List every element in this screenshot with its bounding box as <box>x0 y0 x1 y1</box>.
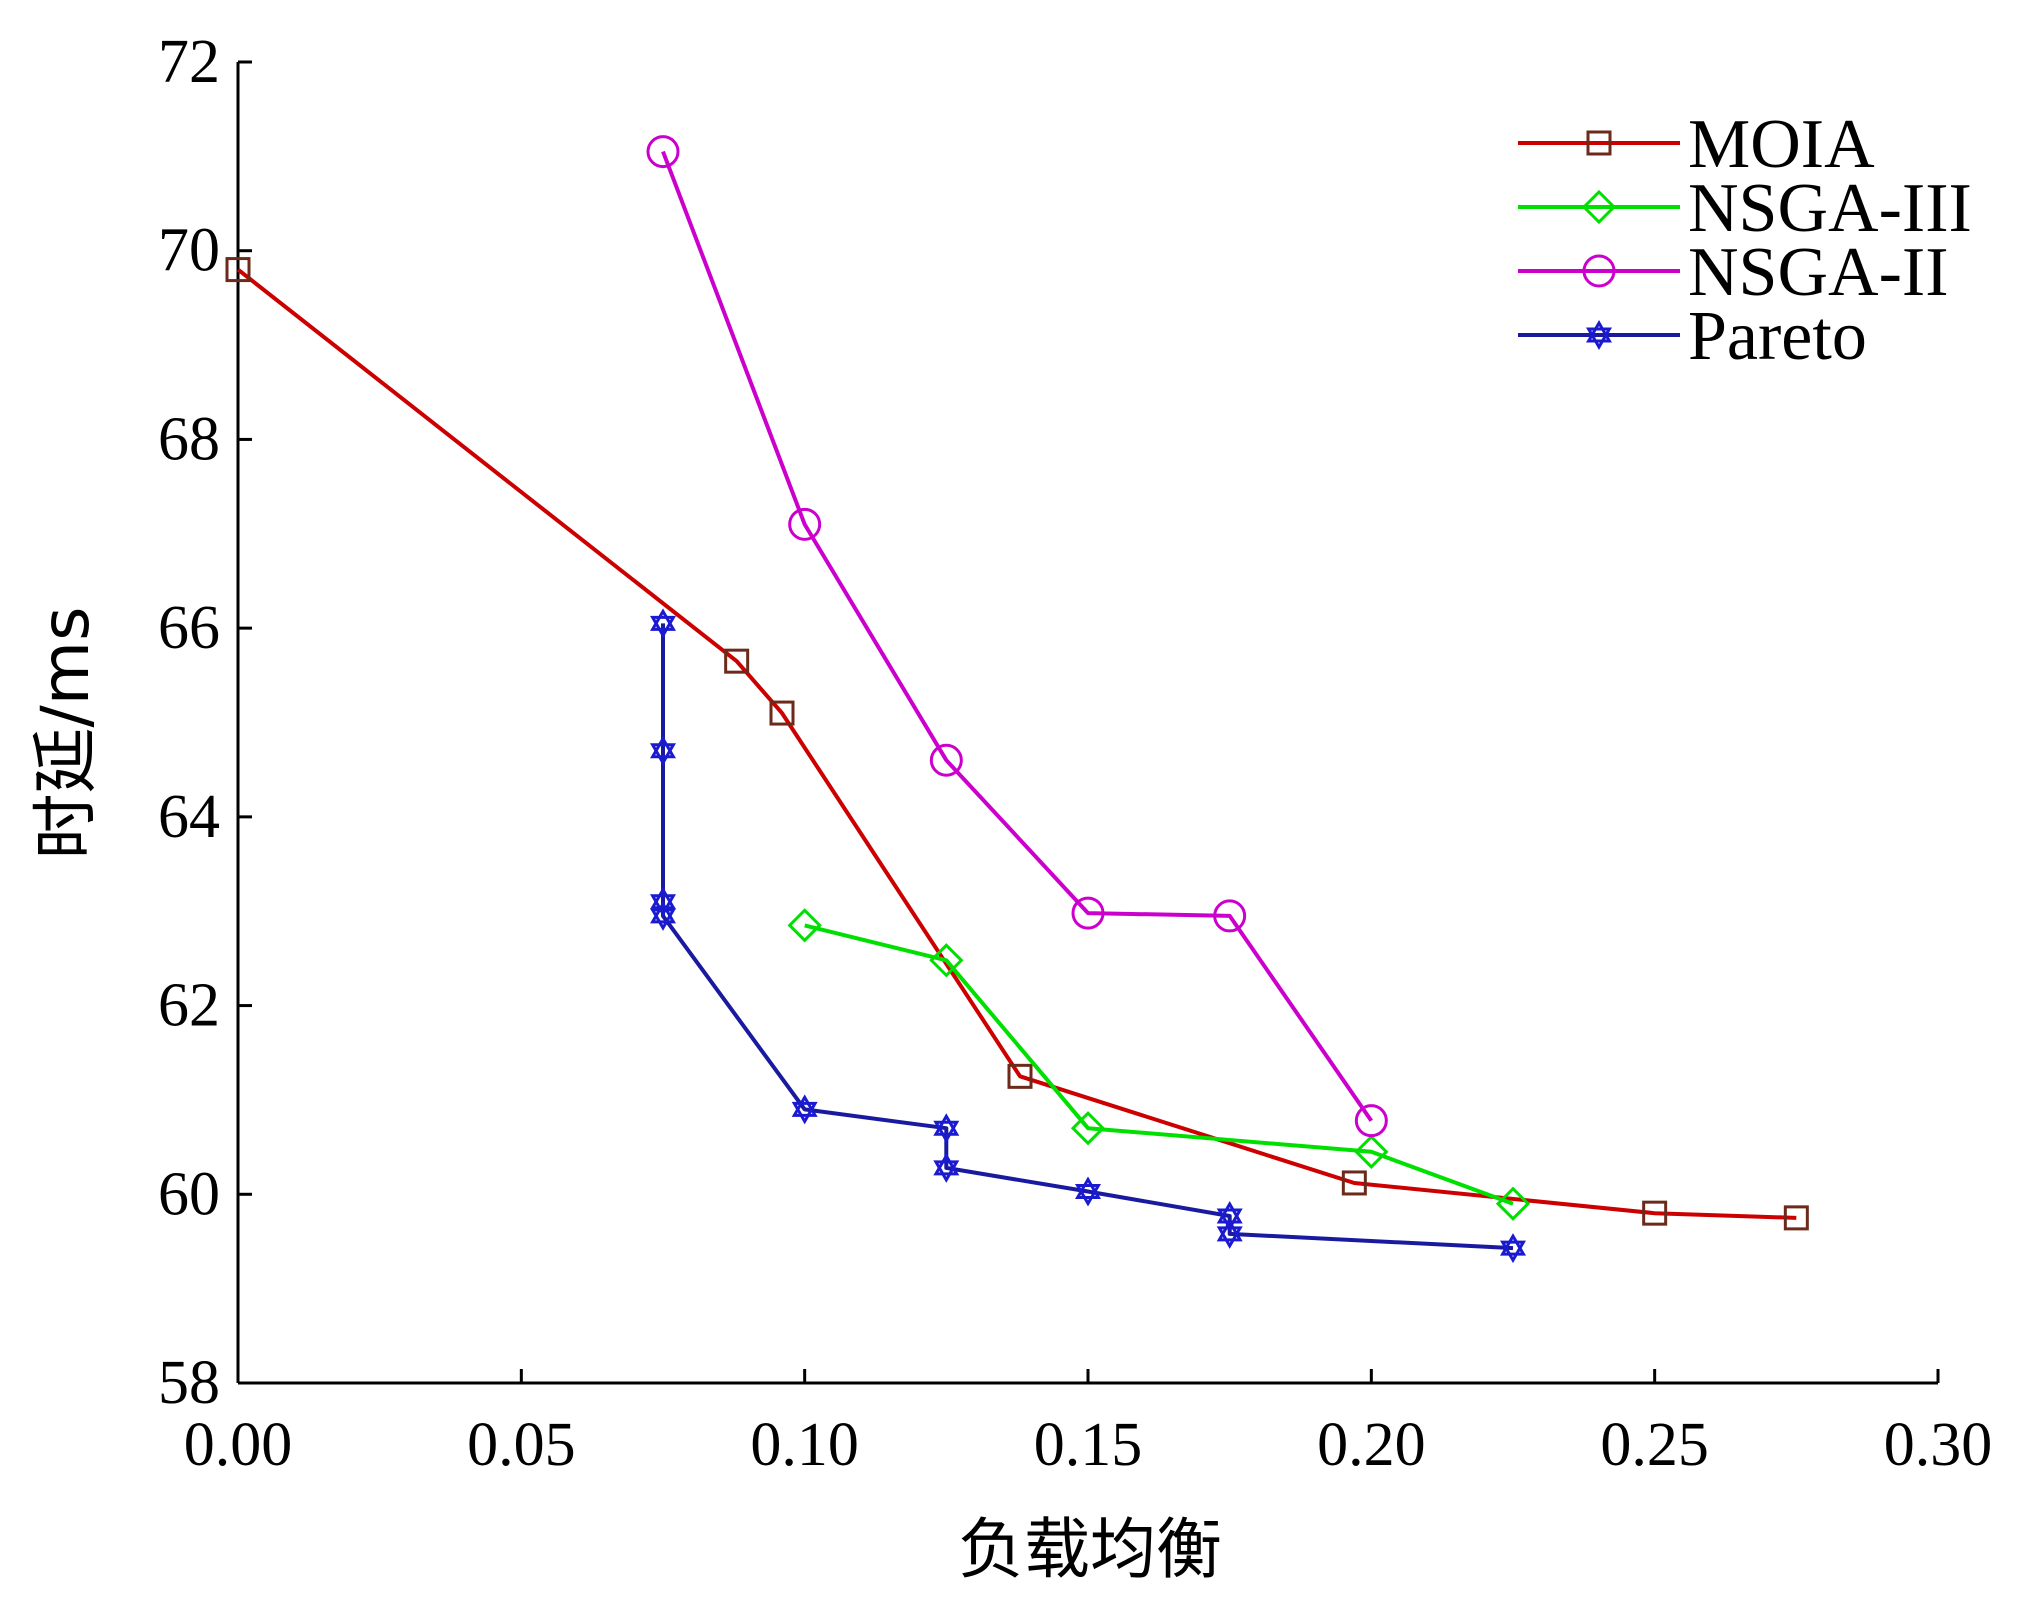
x-tick-label: 0.05 <box>467 1411 576 1479</box>
legend-label-moia: MOIA <box>1688 106 1875 183</box>
y-tick-label: 62 <box>158 972 220 1040</box>
data-point-pareto <box>933 1152 960 1183</box>
data-point-pareto <box>933 1113 960 1144</box>
y-axis-title: 时延/ms <box>27 607 104 860</box>
y-tick-label: 70 <box>158 217 220 285</box>
series-line-moia <box>236 268 1797 1220</box>
data-point-pareto <box>791 1094 818 1125</box>
data-point-pareto <box>650 608 676 639</box>
legend-item-pareto: Pareto <box>1518 298 1867 375</box>
series-layer <box>225 135 1809 1264</box>
data-point-nsga-iii <box>1495 1186 1531 1221</box>
series-nsga-iii <box>787 908 1531 1221</box>
y-tick-label: 60 <box>158 1160 220 1228</box>
data-point-pareto <box>650 900 676 931</box>
data-point-pareto <box>650 735 676 766</box>
data-point-nsga-iii <box>1354 1134 1389 1169</box>
data-point-moia <box>225 257 251 283</box>
data-point-nsga-ii <box>1213 899 1247 933</box>
data-point-nsga-iii <box>929 943 964 978</box>
y-tick-label: 58 <box>158 1349 220 1417</box>
data-point-nsga-iii <box>787 908 822 943</box>
legend-item-nsga-ii: NSGA-II <box>1518 234 1949 311</box>
series-moia <box>225 257 1809 1231</box>
x-tick-label: 0.20 <box>1317 1411 1426 1479</box>
data-point-pareto <box>1500 1233 1526 1264</box>
data-point-nsga-ii <box>788 507 822 541</box>
y-tick-label: 72 <box>158 28 220 96</box>
legend-marker-pareto <box>1586 320 1612 350</box>
legend-marker-nsga-ii <box>1582 254 1616 288</box>
data-point-moia <box>769 700 795 726</box>
legend-marker-moia <box>1586 130 1612 156</box>
data-point-nsga-ii <box>1071 896 1105 930</box>
y-tick-label: 64 <box>158 783 220 851</box>
series-nsga-ii <box>646 135 1388 1138</box>
data-point-nsga-ii <box>1354 1104 1388 1138</box>
x-tick-label: 0.25 <box>1600 1411 1709 1479</box>
data-point-moia <box>1642 1200 1668 1226</box>
legend-item-nsga-iii: NSGA-III <box>1518 170 1972 247</box>
y-tick-label: 66 <box>158 594 220 662</box>
series-line-nsga-ii <box>661 150 1373 1122</box>
data-point-pareto <box>1216 1218 1243 1249</box>
data-point-moia <box>724 648 750 674</box>
data-point-nsga-ii <box>929 743 963 777</box>
data-point-pareto <box>650 886 676 917</box>
series-line-nsga-iii <box>804 923 1514 1206</box>
data-point-moia <box>1007 1063 1033 1089</box>
x-tick-label: 0.00 <box>184 1411 293 1479</box>
data-point-moia <box>1341 1170 1367 1196</box>
legend-label-pareto: Pareto <box>1688 298 1867 375</box>
series-pareto <box>650 608 1526 1264</box>
legend-label-nsga-ii: NSGA-II <box>1688 234 1949 311</box>
data-point-pareto <box>1075 1176 1101 1207</box>
legend-label-nsga-iii: NSGA-III <box>1688 170 1972 247</box>
x-tick-label: 0.10 <box>750 1411 859 1479</box>
x-axis-title: 负载均衡 <box>958 1511 1222 1588</box>
data-point-nsga-ii <box>646 135 680 169</box>
legend-marker-nsga-iii <box>1581 189 1617 225</box>
x-tick-label: 0.15 <box>1034 1411 1143 1479</box>
x-tick-label: 0.30 <box>1884 1411 1993 1479</box>
legend-item-moia: MOIA <box>1518 106 1875 183</box>
data-point-nsga-iii <box>1070 1111 1106 1146</box>
data-point-moia <box>1783 1205 1809 1231</box>
axes: 0.00 0.05 0.10 0.15 0.20 0.25 0.30 58 60 62 64 66 68… <box>158 28 1992 1479</box>
y-tick-label: 68 <box>158 405 220 473</box>
